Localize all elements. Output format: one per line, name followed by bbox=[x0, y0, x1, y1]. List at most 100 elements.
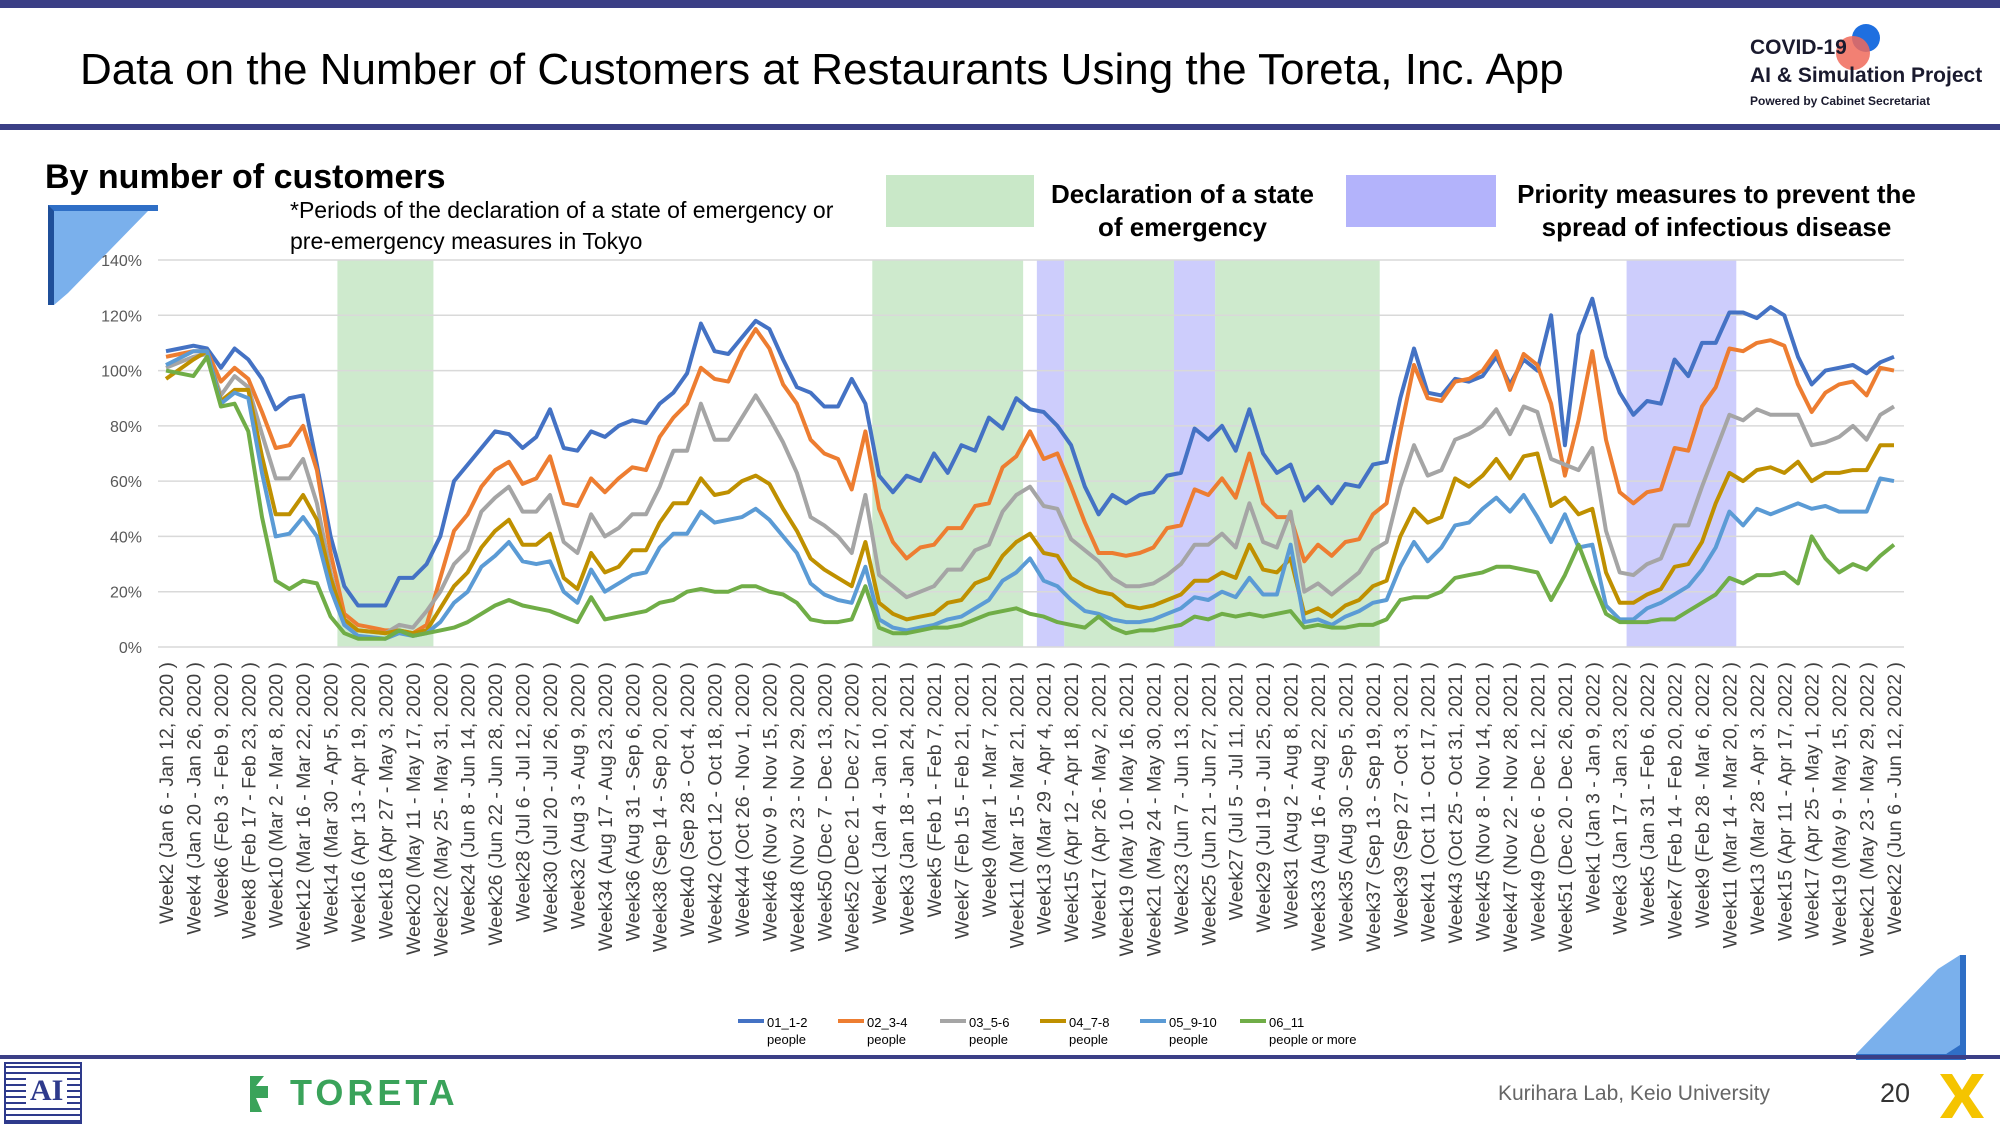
priority-period-band bbox=[1174, 260, 1216, 647]
x-tick-label: Week49 (Dec 6 - Dec 12, 2021 ) bbox=[1527, 662, 1549, 941]
x-tick-label: Week10 (Mar 2 - Mar 8, 2020 ) bbox=[266, 662, 288, 928]
x-tick-label: Week19 (May 10 - May 16, 2021 ) bbox=[1116, 662, 1138, 956]
emergency-period-band bbox=[1064, 260, 1174, 647]
x-tick-label: Week47 (Nov 22 - Nov 28, 2021 ) bbox=[1500, 662, 1522, 952]
x-tick-label: Week27 (Jul 5 - Jul 11, 2021 ) bbox=[1226, 662, 1248, 920]
x-tick-label: Week2 (Jan 6 - Jan 12, 2020 ) bbox=[156, 662, 178, 924]
x-tick-label: Week17 (Apr 25 - May 1, 2022 ) bbox=[1802, 662, 1824, 939]
y-tick-label: 140% bbox=[101, 253, 142, 270]
covid-project-logo: COVID-19 AI & Simulation Project Powered… bbox=[1740, 22, 1990, 118]
x-tick-label: Week35 (Aug 30 - Sep 5, 2021 ) bbox=[1335, 662, 1357, 941]
x-logo-icon bbox=[1940, 1074, 1984, 1118]
x-tick-label: Week41 (Oct 11 - Oct 17, 2021 ) bbox=[1418, 662, 1440, 942]
x-tick-label: Week15 (Apr 11 - Apr 17, 2022 ) bbox=[1774, 662, 1796, 941]
logo-line2: AI & Simulation Project bbox=[1750, 64, 1983, 87]
x-tick-label: Week48 (Nov 23 - Nov 29, 2020 ) bbox=[787, 662, 809, 952]
emergency-period-band bbox=[872, 260, 1024, 647]
x-tick-label: Week20 (May 11 - May 17, 2020 ) bbox=[403, 662, 425, 955]
x-tick-label: Week5 (Jan 31 - Feb 6, 2022 ) bbox=[1637, 662, 1659, 926]
x-tick-label: Week16 (Apr 13 - Apr 19, 2020 ) bbox=[348, 662, 370, 942]
priority-period-band bbox=[1626, 260, 1737, 647]
corner-decoration-top-left bbox=[48, 205, 158, 305]
top-accent-bar bbox=[0, 0, 2000, 8]
x-tick-label: Week19 (May 9 - May 15, 2022 ) bbox=[1829, 662, 1851, 946]
x-tick-label: Week11 (Mar 14 - Mar 20, 2022 ) bbox=[1719, 662, 1741, 948]
legend-label: people bbox=[767, 1032, 806, 1047]
x-tick-label: Week11 (Mar 15 - Mar 21, 2021 ) bbox=[1006, 662, 1028, 948]
x-tick-label: Week23 (Jun 7 - Jun 13, 2021 ) bbox=[1171, 662, 1193, 935]
x-tick-label: Week4 (Jan 20 - Jan 26, 2020 ) bbox=[183, 662, 205, 935]
title-divider bbox=[0, 124, 2000, 130]
x-tick-label: Week21 (May 24 - May 30, 2021 ) bbox=[1143, 662, 1165, 956]
x-tick-label: Week8 (Feb 17 - Feb 23, 2020 ) bbox=[238, 662, 260, 939]
x-tick-label: Week46 (Nov 9 - Nov 15, 2020 ) bbox=[759, 662, 781, 941]
x-tick-label: Week13 (Mar 29 - Apr 4, 2021 ) bbox=[1034, 662, 1056, 935]
x-tick-label: Week24 (Jun 8 - Jun 14, 2020 ) bbox=[458, 662, 480, 935]
x-tick-label: Week34 (Aug 17 - Aug 23, 2020 ) bbox=[595, 662, 617, 951]
x-tick-label: Week33 (Aug 16 - Aug 22, 2021 ) bbox=[1308, 662, 1330, 951]
y-tick-label: 60% bbox=[110, 474, 142, 491]
x-tick-label: Week3 (Jan 18 - Jan 24, 2021 ) bbox=[897, 662, 919, 935]
x-tick-label: Week1 (Jan 3 - Jan 9, 2022 ) bbox=[1582, 662, 1604, 913]
legend-label: 04_7-8 bbox=[1069, 1015, 1109, 1030]
legend-label: people bbox=[1169, 1032, 1208, 1047]
legend-swatch-priority bbox=[1346, 175, 1496, 227]
x-tick-label: Week22 (May 25 - May 31, 2020 ) bbox=[430, 662, 452, 956]
x-tick-label: Week22 (Jun 6 - Jun 12, 2022 ) bbox=[1884, 662, 1906, 935]
x-tick-label: Week1 (Jan 4 - Jan 10, 2021 ) bbox=[869, 662, 891, 924]
series-line bbox=[165, 354, 1896, 641]
y-tick-label: 20% bbox=[110, 585, 142, 602]
series-line bbox=[165, 349, 1895, 641]
legend-label: people bbox=[1069, 1032, 1108, 1047]
period-note: *Periods of the declaration of a state o… bbox=[290, 197, 834, 254]
corner-decoration-bottom-right bbox=[1856, 955, 1966, 1060]
x-tick-label: Week15 (Apr 12 - Apr 18, 2021 ) bbox=[1061, 662, 1083, 942]
x-tick-label: Week26 (Jun 22 - Jun 28, 2020 ) bbox=[485, 662, 507, 946]
legend-label-priority: Priority measures to prevent the spread … bbox=[1517, 179, 1916, 242]
legend-label: people bbox=[969, 1032, 1008, 1047]
x-tick-label: Week13 (Mar 28 - Apr 3, 2022 ) bbox=[1747, 662, 1769, 935]
x-tick-label: Week38 (Sep 14 - Sep 20, 2020 ) bbox=[650, 662, 672, 952]
x-tick-label: Week52 (Dec 21 - Dec 27, 2020 ) bbox=[842, 662, 864, 952]
y-tick-label: 120% bbox=[101, 308, 142, 325]
x-tick-label: Week7 (Feb 14 - Feb 20, 2022 ) bbox=[1665, 662, 1687, 939]
x-tick-label: Week42 (Oct 12 - Oct 18, 2020 ) bbox=[705, 662, 727, 943]
footer-divider bbox=[0, 1055, 2000, 1059]
x-tick-label: Week43 (Oct 25 - Oct 31, 2021 ) bbox=[1445, 662, 1467, 943]
x-tick-label: Week6 (Feb 3 - Feb 9, 2020 ) bbox=[211, 662, 233, 917]
x-tick-label: Week25 (Jun 21 - Jun 27, 2021 ) bbox=[1198, 662, 1220, 946]
x-tick-label: Week12 (Mar 16 - Mar 22, 2020 ) bbox=[293, 662, 315, 950]
emergency-period-band bbox=[337, 260, 434, 647]
x-tick-label: Week32 (Aug 3 - Aug 9, 2020 ) bbox=[567, 662, 589, 929]
x-tick-label: Week40 (Sep 28 - Oct 4, 2020 ) bbox=[677, 662, 699, 937]
x-tick-label: Week45 (Nov 8 - Nov 14, 2021 ) bbox=[1473, 662, 1495, 941]
y-tick-label: 100% bbox=[101, 364, 142, 381]
legend-label: 03_5-6 bbox=[969, 1015, 1009, 1030]
x-tick-label: Week28 (Jul 6 - Jul 12, 2020 ) bbox=[513, 662, 535, 922]
legend-label: 01_1-2 bbox=[767, 1015, 807, 1030]
series-line bbox=[165, 352, 1896, 636]
x-tick-label: Week5 (Feb 1 - Feb 7, 2021 ) bbox=[924, 662, 946, 917]
logo-line1: COVID-19 bbox=[1750, 36, 1847, 59]
x-tick-label: Week9 (Mar 1 - Mar 7, 2021 ) bbox=[979, 662, 1001, 917]
line-chart: 0% 20% 40% 60% 80% 100% 120% 140% Week2 (Jan 6 -… bbox=[101, 253, 1906, 1047]
x-tick-label: Week39 (Sep 27 - Oct 3, 2021 ) bbox=[1390, 662, 1412, 937]
y-tick-label: 80% bbox=[110, 419, 142, 436]
series-line bbox=[165, 327, 1895, 636]
x-tick-label: Week29 (Jul 19 - Jul 25, 2021 ) bbox=[1253, 662, 1275, 933]
toreta-mark-icon bbox=[250, 1076, 268, 1112]
y-tick-label: 0% bbox=[119, 640, 142, 657]
university-logo: AI bbox=[4, 1062, 82, 1124]
logo-red-dot-icon bbox=[1836, 36, 1870, 70]
x-tick-label: Week31 (Aug 2 - Aug 8, 2021 ) bbox=[1281, 662, 1303, 929]
x-tick-label: Week50 (Dec 7 - Dec 13, 2020 ) bbox=[814, 662, 836, 941]
x-tick-label: Week51 (Dec 20 - Dec 26, 2021 ) bbox=[1555, 662, 1577, 952]
x-tick-label: Week14 (Mar 30 - Apr 5, 2020 ) bbox=[321, 662, 343, 935]
x-tick-label: Week36 (Aug 31 - Sep 6, 2020 ) bbox=[622, 662, 644, 941]
x-tick-label: Week17 (Apr 26 - May 2, 2021 ) bbox=[1089, 662, 1111, 939]
logo-line3: Powered by Cabinet Secretariat bbox=[1750, 94, 1931, 108]
x-tick-label: Week30 (Jul 20 - Jul 26, 2020 ) bbox=[540, 662, 562, 933]
section-subtitle: By number of customers bbox=[45, 158, 446, 196]
y-tick-label: 40% bbox=[110, 529, 142, 546]
toreta-wordmark: TORETA bbox=[290, 1072, 459, 1113]
